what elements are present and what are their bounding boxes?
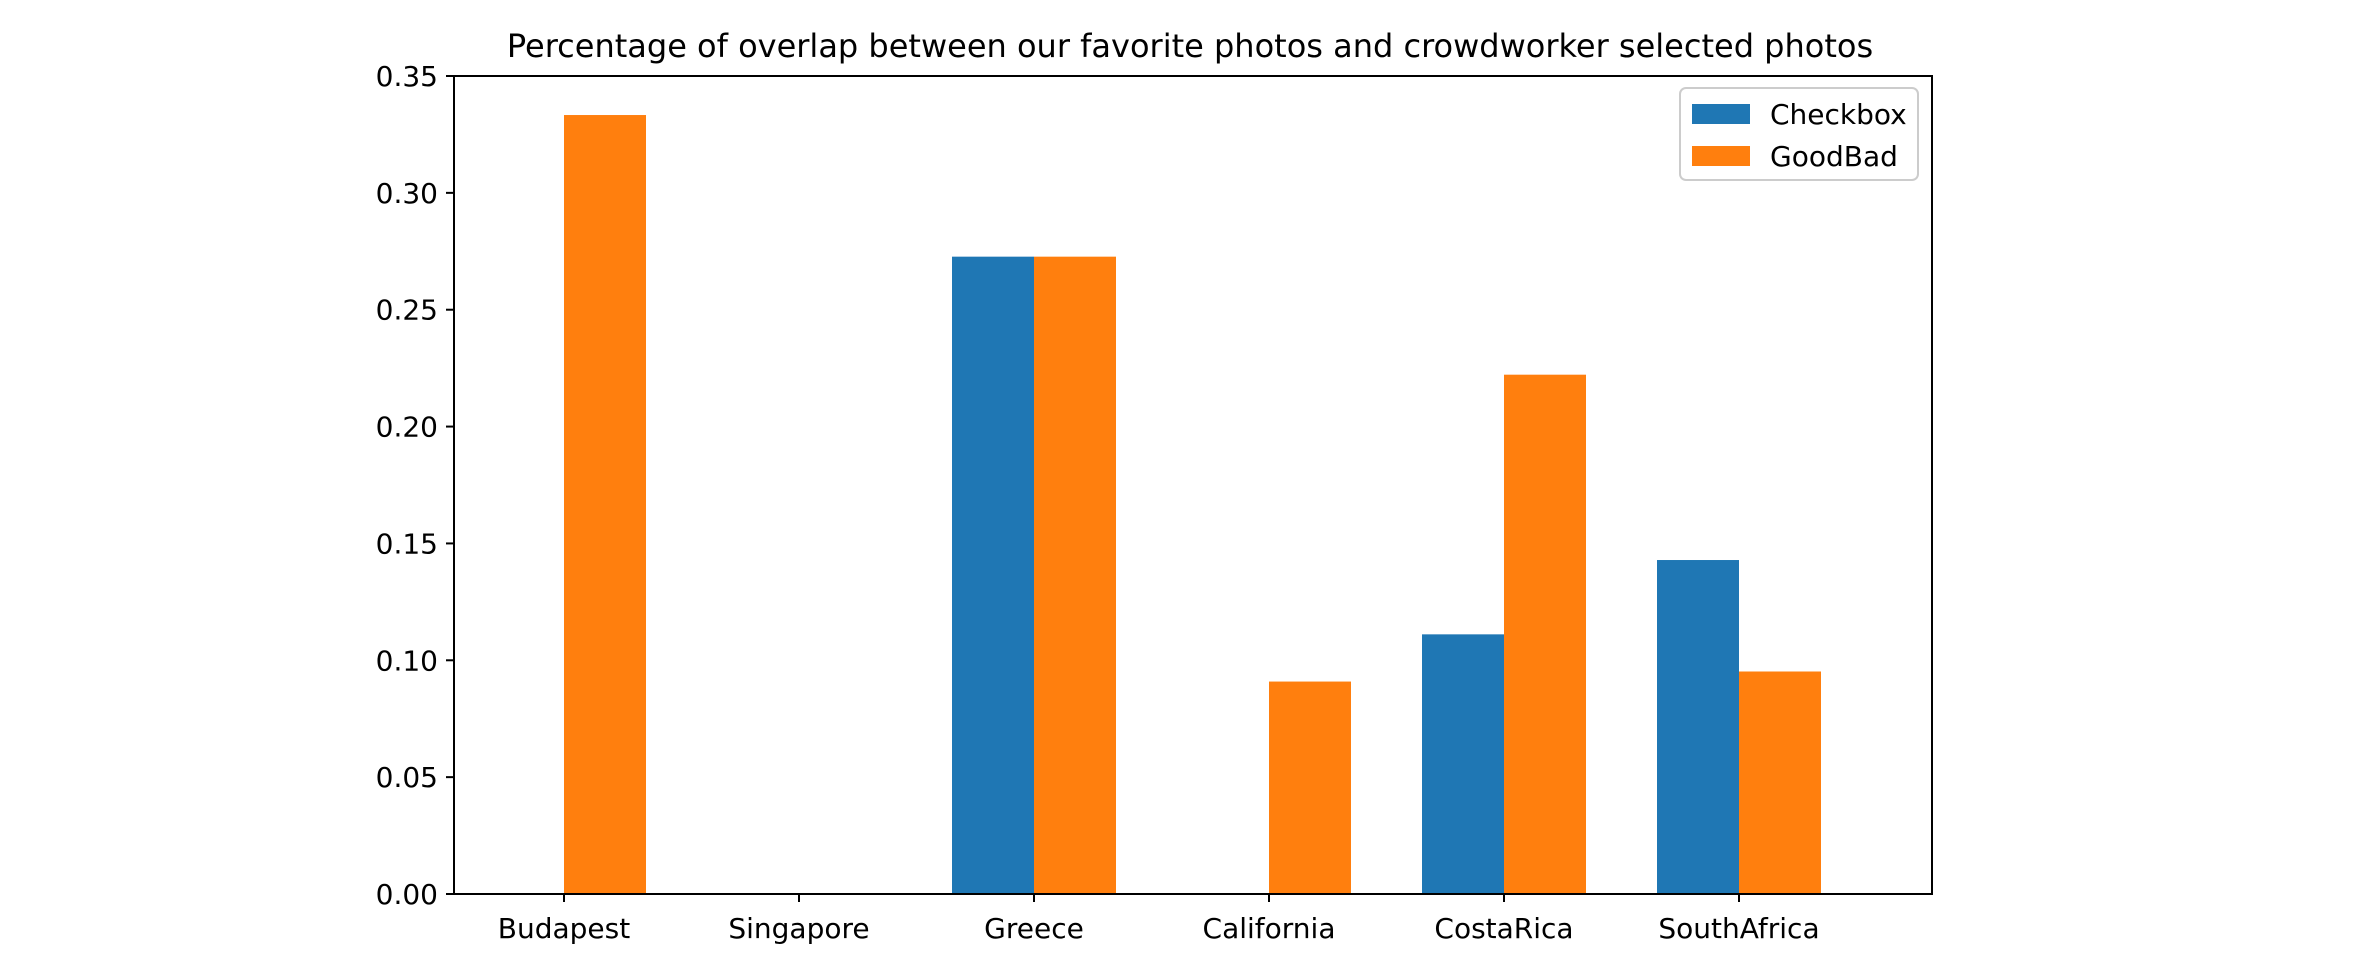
bar-goodbad-california [1269,681,1351,894]
bar-checkbox-southafrica [1657,560,1739,894]
x-tick-label-costarica: CostaRica [1434,912,1573,945]
x-tick-label-california: California [1203,912,1336,945]
bar-goodbad-greece [1034,256,1116,894]
bars-layer [564,115,1821,895]
bar-goodbad-budapest [564,115,646,895]
bar-checkbox-costarica [1422,634,1504,894]
x-tick-label-greece: Greece [984,912,1084,945]
x-tick-label-southafrica: SouthAfrica [1658,912,1819,945]
legend-label-checkbox: Checkbox [1770,98,1907,131]
y-tick-label: 0.30 [376,177,438,210]
plot-frame [453,75,1933,895]
y-tick-label: 0.35 [376,60,438,93]
y-tick-label: 0.10 [376,644,438,677]
bar-goodbad-southafrica [1739,671,1821,894]
x-tick-label-singapore: Singapore [728,912,869,945]
legend-swatch-goodbad [1692,146,1750,166]
legend: Checkbox GoodBad [1679,87,1919,181]
y-tick-label: 0.00 [376,878,438,911]
y-tick-label: 0.05 [376,761,438,794]
x-tick-label-budapest: Budapest [498,912,630,945]
bar-checkbox-greece [952,256,1034,894]
chart-title: Percentage of overlap between our favori… [507,27,1873,65]
axes-layer: 0.00 0.05 0.10 0.15 0.20 0.25 0.30 0.35 Budapest… [376,60,1933,945]
y-tick-label: 0.20 [376,411,438,444]
y-tick-label: 0.15 [376,527,438,560]
legend-swatch-checkbox [1692,104,1750,124]
legend-label-goodbad: GoodBad [1770,140,1898,173]
bar-goodbad-costarica [1504,374,1586,894]
y-tick-label: 0.25 [376,294,438,327]
